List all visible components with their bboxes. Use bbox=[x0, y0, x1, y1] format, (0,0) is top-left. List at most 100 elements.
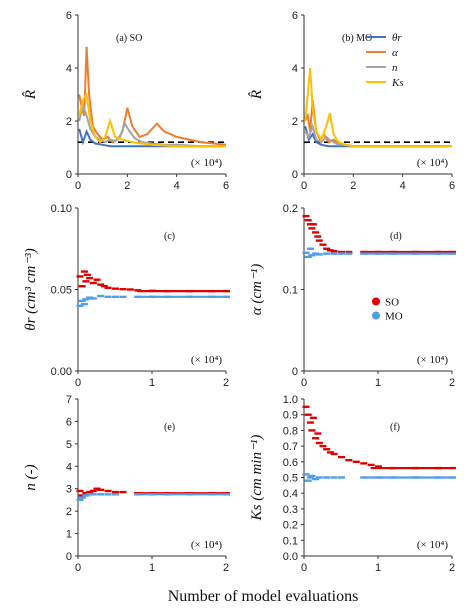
point-SO bbox=[326, 249, 334, 252]
panel-a: 0 2 4 6 0 2 4 6 R̂ (× 10⁴) (a) SO bbox=[23, 10, 230, 192]
y-tick-label: 0.8 bbox=[283, 425, 298, 437]
x-tick-label: 2 bbox=[449, 562, 455, 574]
x-tick-label: 1 bbox=[149, 377, 155, 389]
x-tick-label: 1 bbox=[375, 377, 381, 389]
point-MO bbox=[315, 253, 323, 256]
x-tick-label: 6 bbox=[449, 180, 455, 192]
point-MO bbox=[104, 295, 112, 299]
scale-note: (× 10⁴) bbox=[191, 539, 222, 551]
y-tick-label: 2 bbox=[66, 116, 72, 128]
y-tick-label: 0.9 bbox=[283, 410, 298, 422]
x-tick-label: 0 bbox=[301, 562, 307, 574]
x-tick-label: 2 bbox=[124, 180, 130, 192]
y-tick-label: 0.1 bbox=[283, 285, 298, 297]
point-MO bbox=[89, 297, 97, 300]
point-SO bbox=[345, 250, 353, 254]
legend-label: Ks bbox=[391, 77, 404, 89]
point-MO bbox=[119, 295, 127, 299]
point-SO bbox=[78, 285, 86, 288]
point-SO bbox=[330, 452, 338, 456]
point-MO bbox=[304, 255, 312, 259]
y-tick-label: 4 bbox=[66, 461, 72, 473]
y-tick-label: 0.05 bbox=[51, 285, 72, 297]
point-MO bbox=[97, 294, 105, 298]
point-MO bbox=[308, 474, 316, 478]
point-MO bbox=[112, 295, 119, 299]
point-SO bbox=[89, 281, 97, 285]
point-MO bbox=[330, 476, 338, 479]
point-SO bbox=[309, 416, 317, 420]
point-MO bbox=[312, 252, 320, 255]
legend-label: SO bbox=[385, 297, 399, 309]
y-axis-title: Ks (cm min⁻¹) bbox=[249, 435, 265, 522]
panel-label: (d) bbox=[390, 231, 402, 242]
y-tick-label: 0.10 bbox=[51, 203, 72, 215]
point-SO bbox=[352, 460, 360, 463]
y-tick-label: 0.6 bbox=[283, 457, 298, 469]
x-tick-label: 2 bbox=[350, 180, 356, 192]
point-MO bbox=[449, 476, 456, 479]
scale-note: (× 10⁴) bbox=[417, 354, 448, 366]
y-axis-title: R̂ bbox=[23, 90, 39, 100]
y-tick-label: 0.0 bbox=[283, 551, 298, 563]
point-SO bbox=[338, 455, 345, 459]
x-tick-label: 2 bbox=[223, 377, 229, 389]
point-SO bbox=[78, 494, 86, 497]
point-MO bbox=[304, 479, 312, 482]
point-SO bbox=[367, 463, 375, 467]
point-MO bbox=[97, 493, 105, 496]
point-MO bbox=[104, 493, 112, 496]
panel-c: 0.00 0.05 0.10 0 1 2 θr (cm³ cm⁻³) (× 10⁴) (c) bbox=[23, 203, 230, 389]
point-SO bbox=[82, 492, 90, 495]
point-SO bbox=[100, 285, 108, 288]
panel-b: 0 2 4 6 0 2 4 6 R̂ (× 10⁴) (b) MO θr αn Ks bbox=[249, 10, 456, 192]
point-SO bbox=[119, 490, 127, 494]
y-tick-label: 0.2 bbox=[283, 520, 298, 532]
point-SO bbox=[89, 489, 97, 493]
point-SO bbox=[76, 275, 84, 278]
point-SO bbox=[375, 465, 382, 468]
point-SO bbox=[93, 487, 101, 490]
point-SO bbox=[319, 243, 327, 246]
point-MO bbox=[82, 298, 90, 301]
point-SO bbox=[83, 273, 91, 277]
legend-label: MO bbox=[385, 311, 403, 323]
point-MO bbox=[80, 302, 88, 306]
point-MO bbox=[308, 254, 316, 257]
series-line-θr bbox=[304, 126, 452, 148]
x-tick-label: 1 bbox=[149, 562, 155, 574]
x-tick-label: 0 bbox=[301, 377, 307, 389]
point-SO bbox=[319, 444, 327, 448]
y-tick-label: 2 bbox=[66, 506, 72, 518]
point-MO bbox=[89, 493, 97, 496]
point-MO bbox=[86, 296, 94, 299]
y-tick-label: 0 bbox=[292, 366, 298, 378]
y-tick-label: 0 bbox=[66, 169, 72, 181]
y-tick-label: 0.7 bbox=[283, 441, 298, 453]
point-SO bbox=[312, 437, 320, 440]
x-tick-label: 0 bbox=[75, 180, 81, 192]
point-SO bbox=[104, 489, 112, 493]
y-tick-label: 0.4 bbox=[283, 488, 298, 500]
x-axis-title: Number of model evaluations bbox=[168, 588, 359, 605]
point-SO bbox=[315, 441, 323, 445]
panel-label: (a) SO bbox=[116, 33, 142, 44]
point-SO bbox=[315, 239, 323, 242]
panel-f: 0.0 0.1 0.2 0.3 0.4 0.5 0.6 0.7 0.8 0.9 1.0 0 1 2 Ks (… bbox=[249, 394, 456, 574]
point-MO bbox=[112, 493, 119, 496]
point-SO bbox=[302, 214, 310, 218]
point-MO bbox=[223, 295, 230, 299]
scale-note: (× 10⁴) bbox=[417, 157, 448, 169]
y-tick-label: 4 bbox=[292, 63, 298, 75]
y-tick-label: 0.2 bbox=[283, 203, 298, 215]
point-SO bbox=[309, 223, 317, 226]
series-line-n bbox=[304, 122, 452, 148]
point-SO bbox=[119, 287, 127, 291]
legend-marker bbox=[372, 311, 380, 320]
point-SO bbox=[304, 413, 312, 416]
point-MO bbox=[449, 252, 456, 255]
y-tick-label: 0.00 bbox=[51, 366, 72, 378]
x-tick-label: 6 bbox=[223, 180, 229, 192]
point-SO bbox=[86, 276, 94, 280]
panel-label: (c) bbox=[164, 231, 175, 242]
